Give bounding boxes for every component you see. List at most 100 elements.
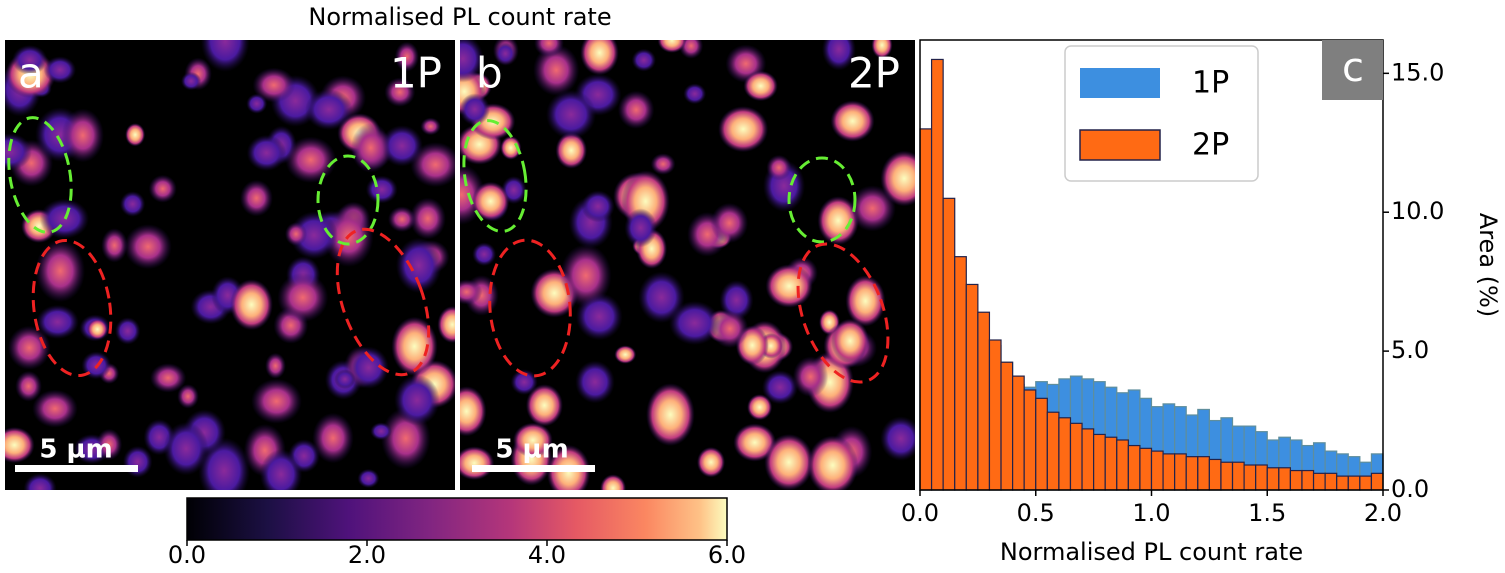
x-tick-label: 4.0	[528, 541, 566, 569]
y-axis-label: Area (%)	[1474, 213, 1502, 317]
blob	[357, 468, 380, 489]
blob	[119, 191, 146, 217]
histogram: 0.0 0.5 1.0 1.5 2.00.05.010.015.0Normalised …	[901, 39, 1502, 566]
bar	[1046, 411, 1060, 491]
blob	[239, 179, 273, 217]
bar	[1174, 453, 1187, 491]
bar	[1069, 422, 1083, 491]
bar	[1197, 456, 1210, 491]
bar	[1266, 467, 1280, 491]
x-tick-label: 0.5	[1017, 499, 1055, 527]
x-tick-label: 1.0	[1132, 499, 1170, 527]
image-label: 2P	[848, 49, 900, 98]
title: Normalised PL count rate	[308, 3, 611, 31]
bar	[1301, 469, 1315, 491]
blob	[7, 325, 51, 370]
blob	[180, 71, 202, 91]
bar	[1336, 475, 1349, 491]
blob	[61, 108, 104, 163]
bar	[1081, 428, 1095, 491]
blob	[711, 309, 749, 349]
bar	[1093, 433, 1106, 491]
bar	[1058, 417, 1072, 491]
blob	[409, 197, 446, 240]
blob	[246, 93, 268, 114]
legend-swatch	[1080, 68, 1160, 98]
blob	[792, 356, 829, 397]
bar	[1243, 464, 1257, 491]
blob	[290, 211, 338, 260]
image-b-content	[460, 40, 915, 490]
blob	[614, 345, 637, 364]
bar	[1231, 461, 1245, 491]
bar	[1312, 472, 1326, 491]
bar	[1185, 456, 1199, 491]
blob	[669, 300, 721, 346]
bar	[1359, 475, 1373, 491]
image-a-content	[5, 40, 455, 490]
colorbar-axis: 0.0 2.0 4.0 6.0	[168, 540, 746, 569]
blob	[312, 412, 354, 464]
blob	[285, 136, 337, 184]
blob	[534, 40, 564, 57]
panel-label: c	[1342, 45, 1364, 91]
ellipse	[462, 119, 528, 233]
image-label: 1P	[390, 49, 442, 98]
blob	[460, 386, 487, 437]
blob	[631, 48, 657, 72]
blob	[510, 369, 538, 396]
bar	[1208, 458, 1222, 491]
blob	[657, 40, 687, 53]
x-tick-label: 2.0	[1364, 499, 1402, 527]
blob	[265, 352, 286, 379]
blob	[36, 304, 79, 340]
bar	[1011, 375, 1025, 491]
blob	[743, 70, 778, 102]
legend-label: 1P	[1192, 66, 1229, 101]
bar	[954, 256, 967, 491]
blob	[420, 117, 441, 136]
blob	[650, 153, 676, 175]
ellipse	[796, 242, 890, 384]
scale-bar	[472, 465, 595, 472]
x-axis-label: Normalised PL count rate	[1000, 538, 1303, 566]
annotations	[7, 116, 890, 384]
blob	[764, 433, 814, 490]
blob	[32, 389, 78, 428]
blob	[460, 93, 490, 126]
blob	[122, 445, 153, 478]
bar	[977, 311, 991, 491]
ellipse	[488, 238, 572, 378]
blob	[710, 202, 749, 244]
blob	[200, 40, 250, 72]
blob	[646, 383, 695, 447]
y-tick-label: 15.0	[1391, 58, 1444, 86]
blob	[395, 237, 442, 294]
blob	[460, 40, 484, 83]
blob	[252, 67, 296, 103]
ellipse	[335, 227, 431, 377]
blob	[747, 394, 773, 421]
blob	[96, 428, 123, 461]
blob	[391, 316, 438, 377]
blob	[460, 279, 483, 305]
blob	[87, 318, 108, 340]
blob	[394, 374, 440, 426]
blob	[15, 370, 42, 402]
blob	[365, 175, 398, 204]
blob	[39, 198, 90, 239]
blob	[830, 100, 875, 142]
blob	[334, 369, 356, 389]
ellipse	[7, 116, 73, 234]
blob	[600, 474, 627, 490]
blob	[831, 318, 870, 364]
blob	[545, 89, 597, 140]
bar	[1278, 467, 1291, 491]
bar	[1370, 472, 1384, 491]
blob	[370, 422, 392, 441]
y-tick-label: 10.0	[1391, 197, 1444, 225]
blob	[871, 40, 893, 59]
blob	[617, 90, 655, 129]
blob	[638, 271, 685, 324]
blob	[683, 83, 707, 105]
